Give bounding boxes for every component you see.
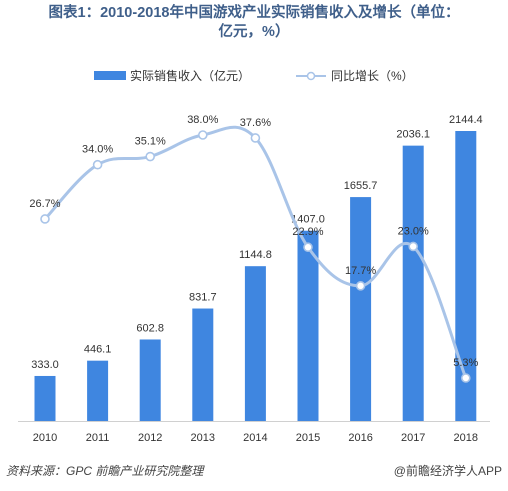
x-tick-2014: 2014 [243,432,267,444]
bar-2015 [297,230,319,421]
bar-2014 [244,266,266,421]
legend-line-label: 同比增长（%） [331,69,414,83]
bar-2010 [34,375,56,421]
growth-label-2014: 37.6% [240,117,271,129]
bar-2011 [87,360,109,421]
bar-label-2011: 446.1 [84,344,112,356]
growth-label-2013: 38.0% [187,114,218,126]
bar-2018 [455,131,477,421]
bar-2013 [192,308,214,421]
growth-point-2015 [303,242,313,253]
bar-2012 [139,339,161,421]
growth-point-2011 [92,159,103,170]
growth-label-2010: 26.7% [29,198,60,210]
legend-bar-swatch [94,71,126,80]
bar-label-2017: 2036.1 [396,129,430,141]
growth-point-2018 [460,373,471,383]
legend-bar-label: 实际销售收入（亿元） [130,68,250,83]
x-tick-2017: 2017 [401,432,425,444]
x-tick-2013: 2013 [191,432,215,444]
chart-title-line2: 亿元，%） [218,24,290,40]
chart-title-line1: 图表1：2010-2018年中国游戏产业实际销售收入及增长（单位： [48,5,460,21]
x-tick-2012: 2012 [138,432,162,444]
bar-label-2016: 1655.7 [344,180,378,192]
bar-label-2012: 602.8 [136,322,164,334]
source-note: 资料来源：GPC 前瞻产业研究院整理 [6,464,204,478]
bar-label-2014: 1144.8 [239,249,272,261]
legend-line-marker [306,71,316,81]
growth-label-2018: 5.3% [453,357,478,369]
growth-label-2012: 35.1% [135,136,166,148]
chart-title: 图表1：2010-2018年中国游戏产业实际销售收入及增长（单位： 亿元，%） [0,4,508,42]
growth-point-2010 [40,214,50,224]
growth-point-2014 [250,133,261,143]
x-tick-2016: 2016 [348,432,372,444]
growth-point-2016 [355,281,366,291]
bar-2016 [350,197,372,421]
growth-label-2015: 22.9% [292,226,323,238]
growth-point-2013 [198,130,208,140]
growth-point-2017 [408,241,419,252]
bar-label-2010: 333.0 [31,359,59,371]
brand-note: @前瞻经济学人APP [393,464,502,478]
growth-point-2012 [145,151,155,162]
x-tick-2010: 2010 [33,432,57,444]
bar-2017 [402,145,424,421]
x-tick-2015: 2015 [296,432,320,444]
x-tick-2011: 2011 [86,432,110,444]
growth-label-2011: 34.0% [82,144,113,156]
growth-label-2016: 17.7% [345,265,376,277]
bar-label-2018: 2144.4 [449,114,483,126]
growth-label-2017: 23.0% [398,225,429,237]
bar-label-2013: 831.7 [189,292,217,304]
bar-label-2015: 1407.0 [291,214,325,226]
x-tick-2018: 2018 [454,432,478,444]
